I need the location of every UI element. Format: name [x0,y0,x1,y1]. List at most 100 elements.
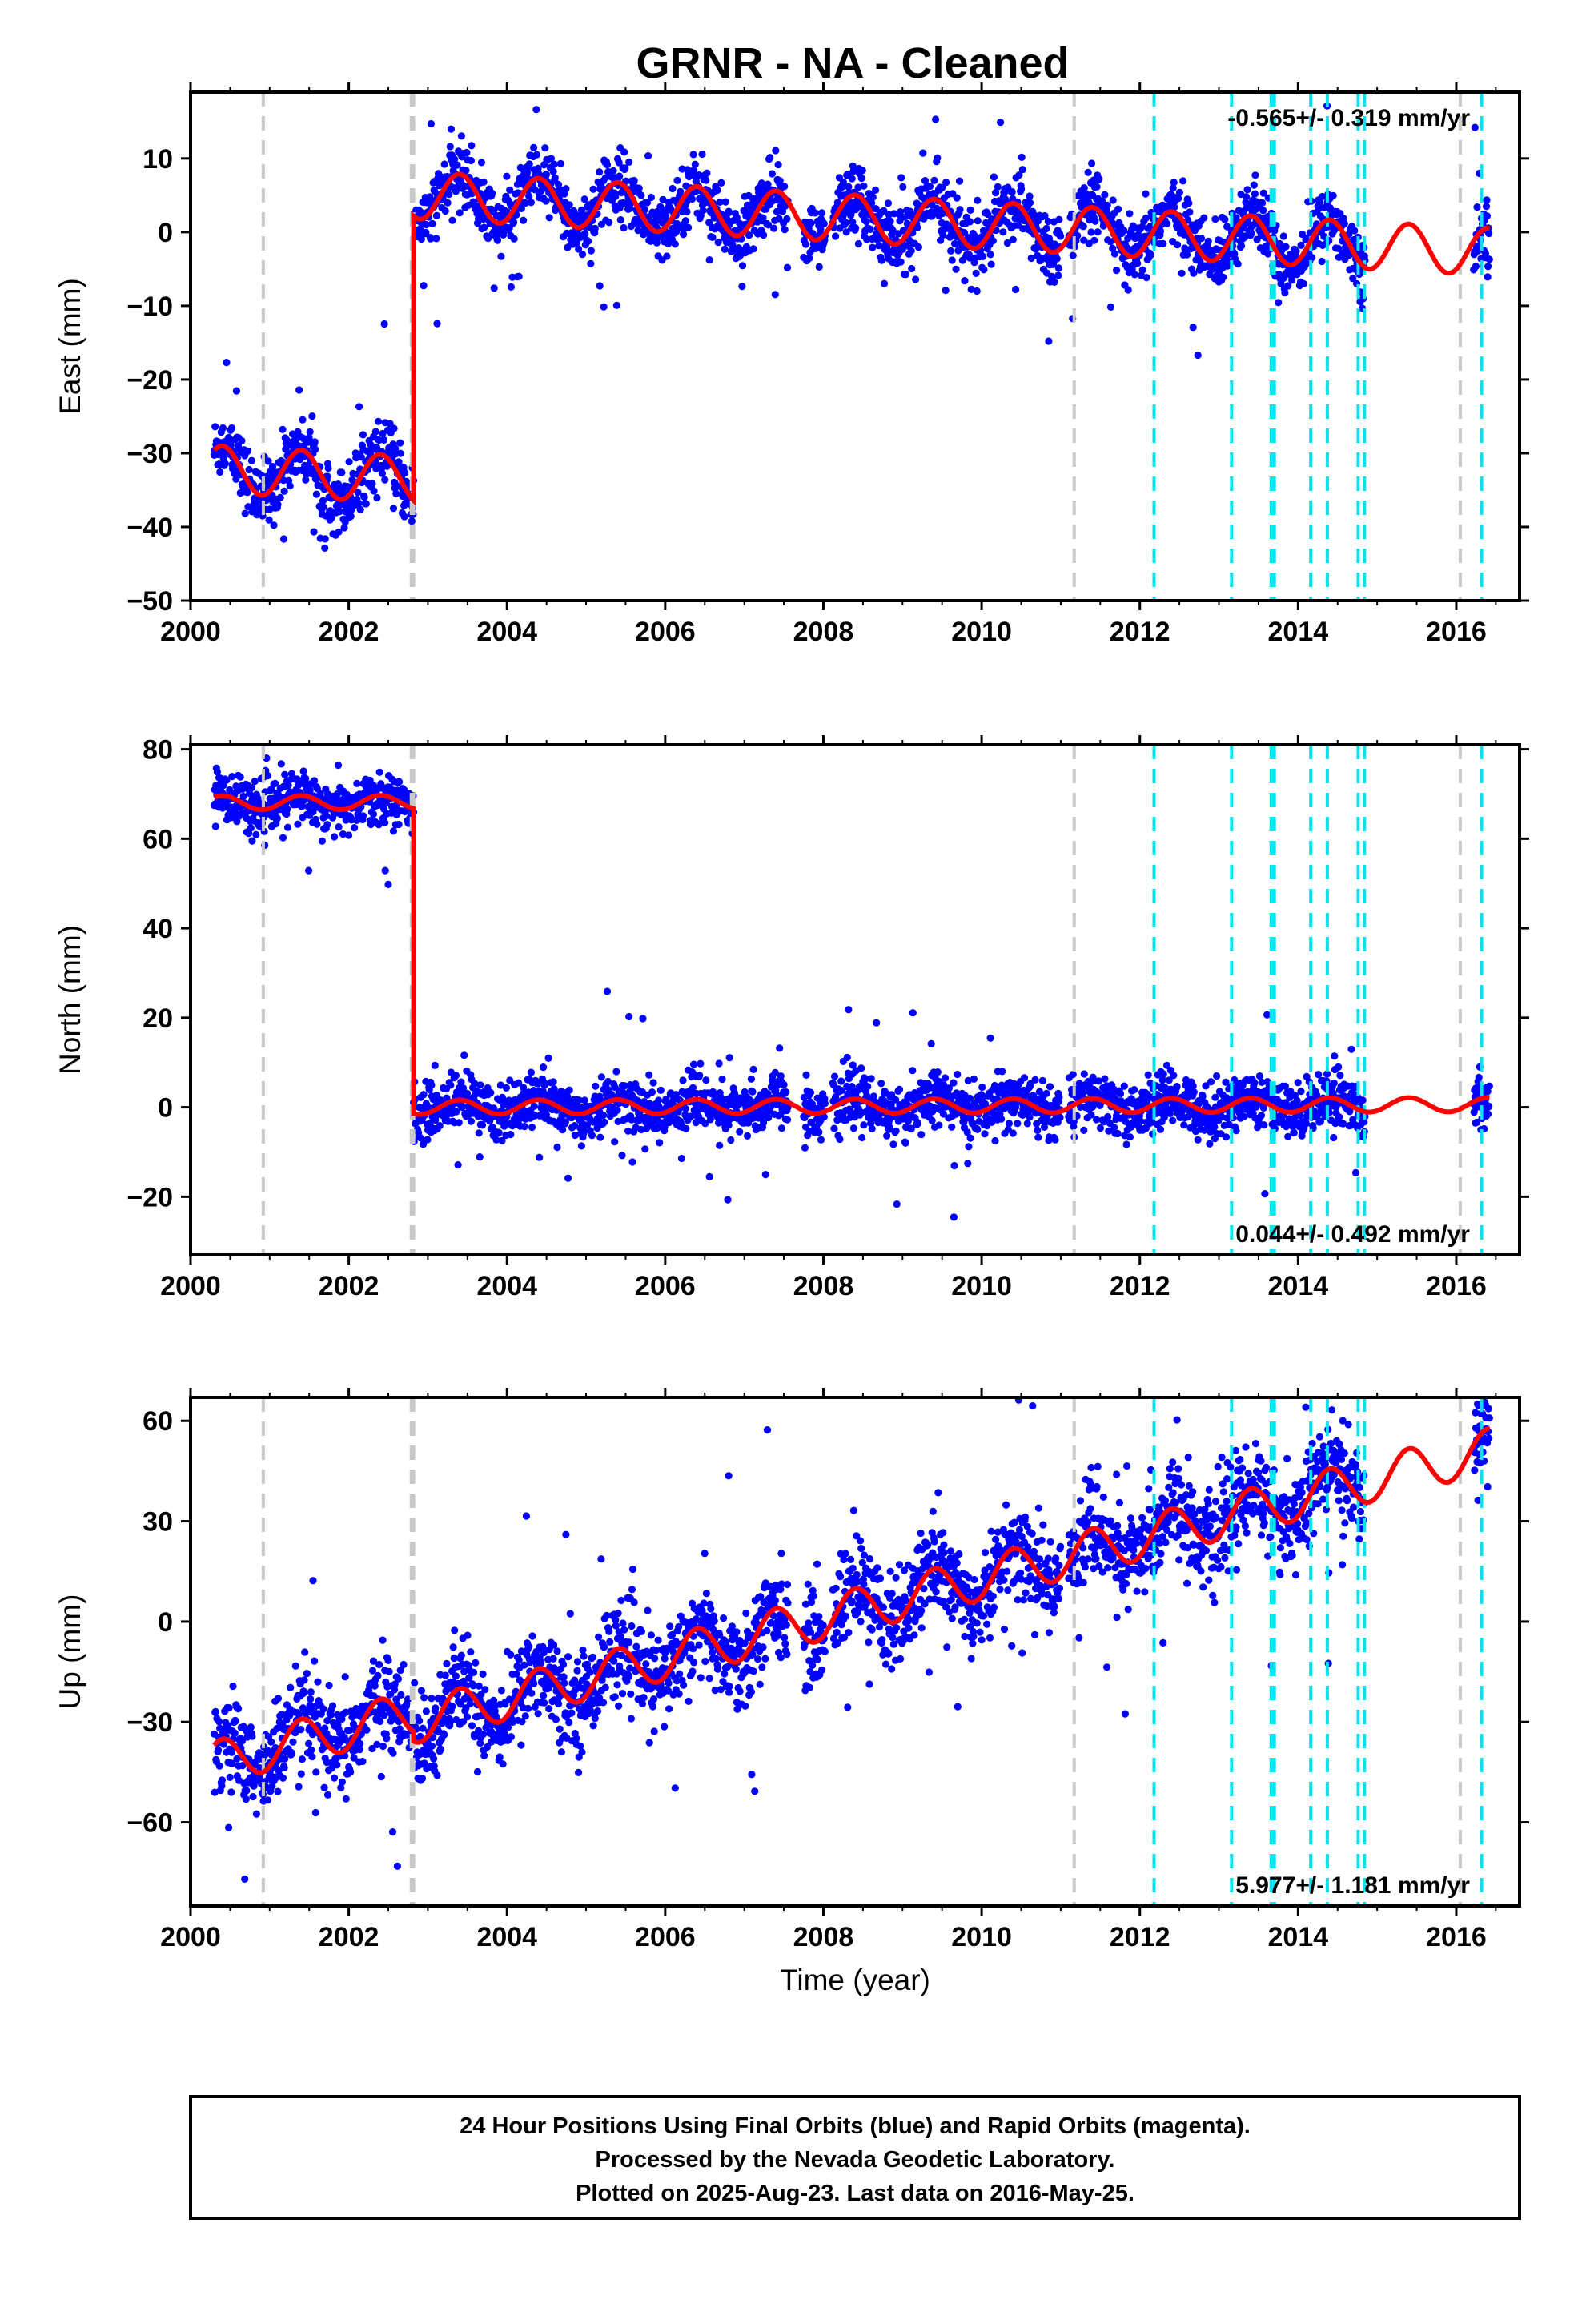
data-point [990,173,998,181]
data-point [777,1124,786,1132]
data-point [964,1160,972,1168]
data-point [928,1116,936,1124]
data-point [571,1131,579,1140]
data-point [549,167,557,175]
data-point [532,106,540,114]
data-point [580,1129,588,1137]
data-point [321,544,329,553]
data-point [294,428,302,436]
data-point [1335,244,1343,252]
data-point [1204,237,1212,245]
data-point [605,219,613,227]
data-point [1170,203,1178,211]
data-point [681,1104,689,1112]
data-point [463,148,471,157]
data-point [877,1080,885,1088]
data-point [1222,1133,1231,1141]
data-point [909,1009,917,1017]
data-point [1180,1121,1188,1129]
data-point [1213,1072,1221,1080]
data-point [736,1128,744,1136]
data-point [863,1092,871,1100]
data-point [997,119,1005,127]
data-point [677,187,685,195]
data-point [727,1136,735,1144]
data-point [837,1087,845,1095]
data-point [1189,324,1197,332]
data-point [370,487,378,495]
data-point [1026,192,1034,200]
data-point [1281,288,1289,297]
y-tick-label: −10 [126,292,173,322]
data-point [243,489,251,497]
data-point [1178,269,1186,277]
data-point [858,167,866,175]
data-point [1018,166,1026,174]
data-point [1005,1120,1013,1128]
data-point [505,224,513,232]
data-point [690,1060,698,1068]
data-point [1054,271,1062,279]
data-point [467,156,476,165]
data-point [476,1081,484,1089]
data-point [1190,269,1198,277]
data-point [328,814,337,822]
y-tick-label: 0 [158,218,173,248]
data-point [743,1132,752,1140]
data-point [1247,230,1255,238]
data-point [424,1136,432,1144]
data-point [913,1120,921,1128]
data-point [551,1089,559,1097]
data-point [699,207,707,215]
data-point [496,1081,504,1089]
data-point [961,277,969,285]
data-point [1482,203,1491,211]
data-point [1211,215,1219,223]
data-point [311,777,319,785]
data-point [1055,215,1063,223]
data-point [1116,1090,1125,1098]
data-point [624,1127,632,1135]
data-point [953,194,961,202]
y-tick-label: −30 [126,439,173,469]
data-point [749,1088,757,1096]
data-point [677,1154,686,1163]
data-point [652,239,661,247]
data-point [621,164,629,172]
data-point [565,1086,573,1094]
data-point [457,132,466,140]
data-point [532,151,541,159]
data-point [339,830,347,838]
data-point [536,1153,544,1161]
data-point [869,193,877,201]
data-point [334,762,343,770]
data-point [1051,1136,1059,1144]
data-point [227,424,235,432]
data-point [857,175,865,183]
data-point [1211,1123,1219,1131]
data-point [587,259,595,267]
data-point [897,174,905,182]
data-point [312,490,320,498]
data-point [613,1106,621,1114]
data-point [245,465,253,474]
data-point [446,143,454,151]
data-point [1046,1083,1054,1091]
data-point [877,256,885,264]
data-point [1186,208,1194,216]
figure-title: GRNR - NA - Cleaned [636,39,1069,87]
y-tick-label: −40 [126,513,173,543]
data-point [327,507,335,515]
data-point [1041,211,1049,220]
data-point [276,493,284,501]
data-point [685,223,693,231]
data-point [978,1083,986,1092]
data-point [396,778,404,786]
data-point [359,812,367,820]
data-point [451,155,459,163]
data-point [845,183,853,191]
data-point [1142,274,1150,282]
data-point [345,831,353,839]
data-point [545,214,553,222]
data-point [254,794,262,802]
